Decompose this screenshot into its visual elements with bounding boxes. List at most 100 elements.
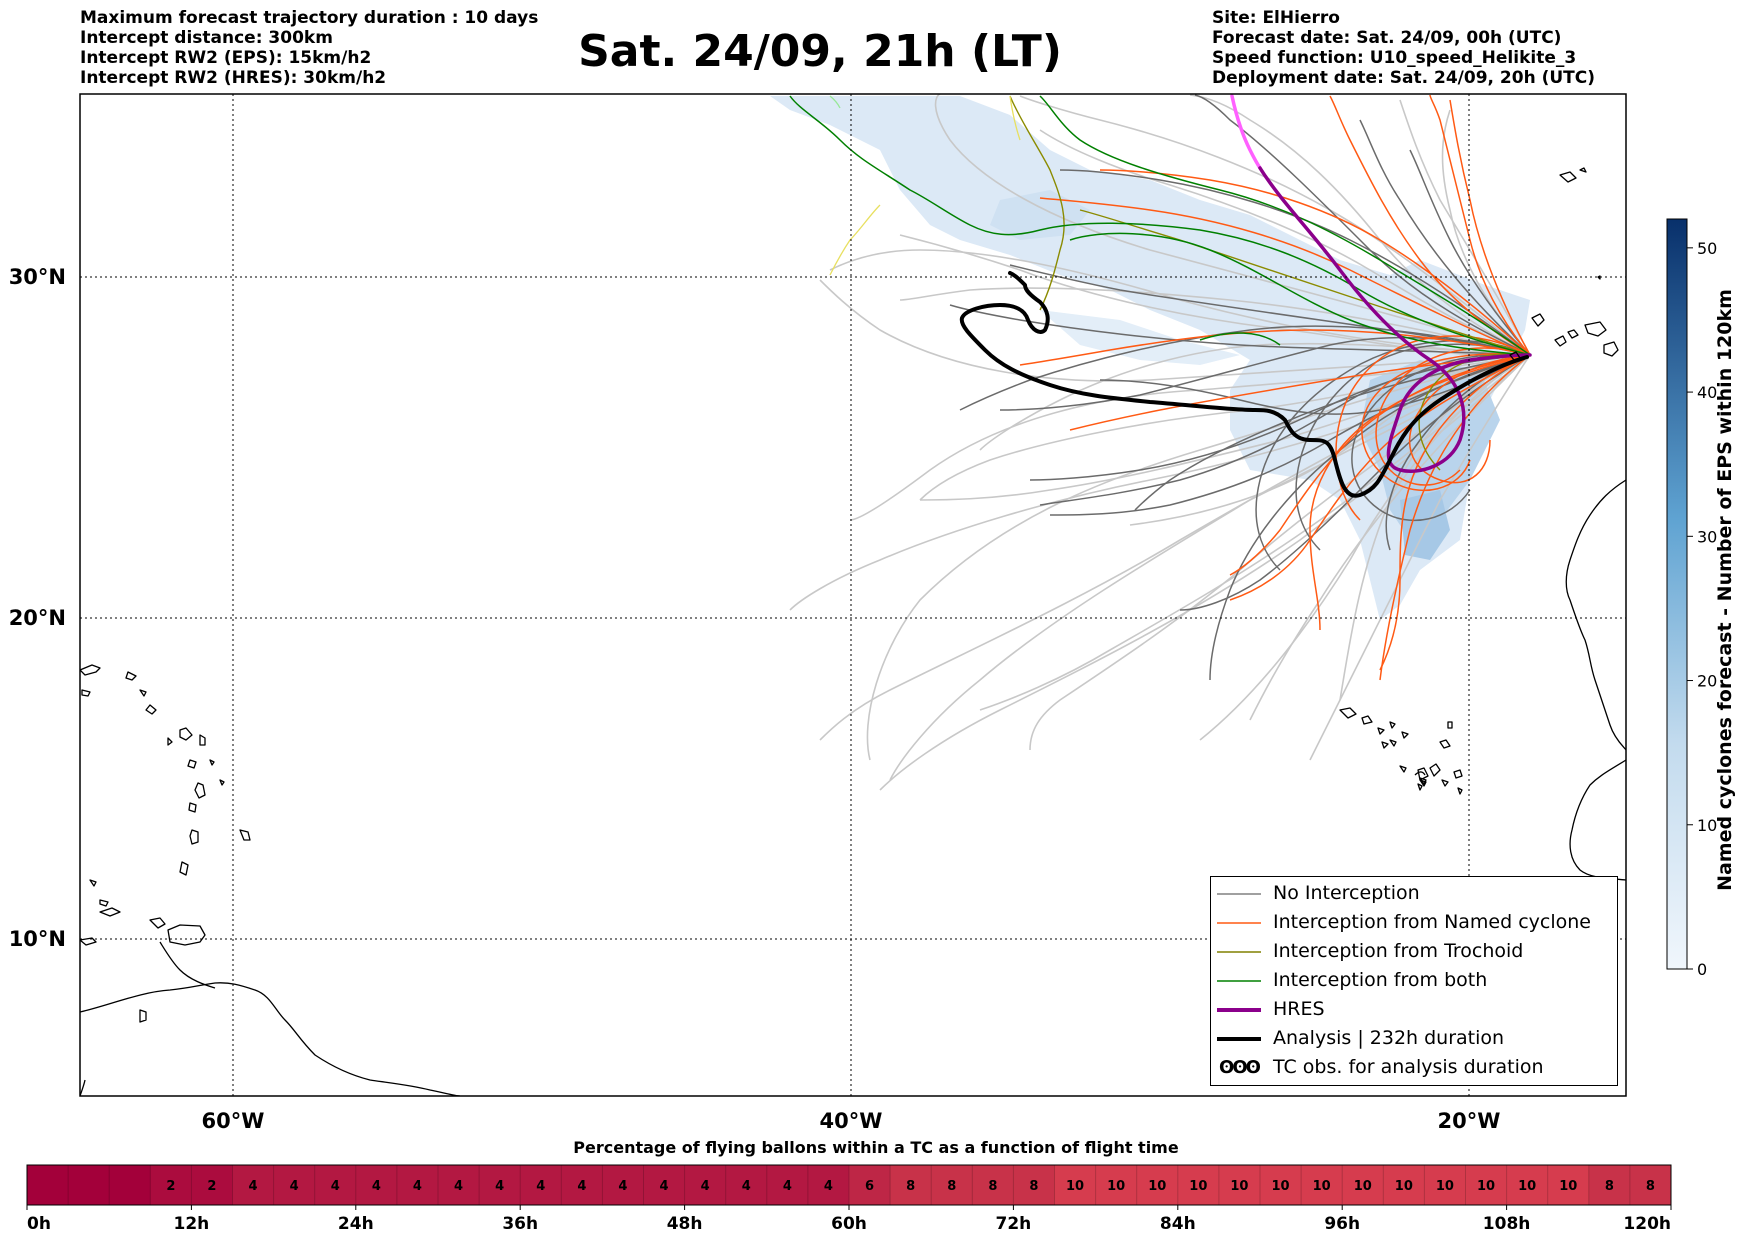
map-plot-area: [80, 94, 1626, 1096]
colorbar-tick-label: 40: [1697, 383, 1717, 402]
tc-symbol-icon: ʘʘʘ: [1219, 1057, 1261, 1078]
time-bar-cell-value: 10: [1272, 1179, 1290, 1194]
time-bar-cell-value: 8: [1646, 1179, 1655, 1194]
time-fraction-bar: 2 2 4 4 4 4 4 4 4 4 4 4 4 4 4 4 4 6 8 8 8 8 10 10 10 10 10 10 10 10 10…: [26, 1164, 1672, 1206]
time-bar-cell: [1301, 1165, 1343, 1205]
time-bar-cell: [1342, 1165, 1384, 1205]
lat-label: 30°N: [9, 265, 66, 289]
header-right-line: Deployment date: Sat. 24/09, 20h (UTC): [1212, 68, 1596, 88]
time-axis-label: 0h: [27, 1214, 51, 1234]
time-bar-cell-value: 4: [577, 1179, 586, 1194]
trajectories-trochoid-light: [829, 95, 1021, 276]
time-bar-cell: [438, 1165, 480, 1205]
header-left-line: Intercept RW2 (HRES): 30km/h2: [80, 68, 387, 88]
lat-label: 20°N: [9, 606, 66, 630]
time-bar-cell: [931, 1165, 973, 1205]
trajectories-both-light: [829, 95, 841, 109]
header-right-line: Forecast date: Sat. 24/09, 00h (UTC): [1212, 28, 1562, 48]
time-bar-cell-value: 4: [372, 1179, 381, 1194]
time-bar-cell: [972, 1165, 1014, 1205]
colorbar-tick-label: 30: [1697, 527, 1717, 546]
time-bar-cell: [520, 1165, 562, 1205]
time-bar-cell: [355, 1165, 398, 1205]
trajectories-no-interception: [949, 94, 1531, 681]
time-bar-cell: [1095, 1165, 1138, 1205]
time-axis: 0h 12h 24h 36h 48h 60h 72h 84h 96h 108h 120h: [26, 1205, 1672, 1234]
time-bar-cell-value: 10: [1477, 1179, 1495, 1194]
time-axis-label: 108h: [1483, 1214, 1531, 1234]
time-bar-cell-value: 10: [1313, 1179, 1331, 1194]
time-bar-cell-value: 8: [1029, 1179, 1038, 1194]
colorbar-label: Named cyclones forecast - Number of EPS …: [1714, 289, 1736, 891]
time-bar-cell: [890, 1165, 932, 1205]
legend-label: Interception from Trochoid: [1273, 940, 1524, 962]
legend-label: TC obs. for analysis duration: [1273, 1056, 1544, 1078]
time-bar-cell: [602, 1165, 644, 1205]
time-bar-cell-value: 4: [783, 1179, 792, 1194]
header-right-line: Speed function: U10_speed_Helikite_3: [1212, 48, 1577, 68]
time-bar-cell-value: 10: [1559, 1179, 1577, 1194]
legend-label: HRES: [1273, 998, 1325, 1020]
time-bar-cell: [1465, 1165, 1508, 1205]
map-frame: [79, 93, 1627, 1097]
time-bar-cell-value: 4: [413, 1179, 422, 1194]
colorbar-label-text: Named cyclones forecast - Number of EPS …: [1714, 289, 1736, 891]
colorbar-gradient: [1666, 218, 1688, 970]
time-bar-cell-value: 4: [742, 1179, 751, 1194]
time-bar-cell: [1013, 1165, 1055, 1205]
time-bar-cell: [849, 1165, 891, 1205]
lon-label: 40°W: [820, 1109, 883, 1133]
time-bar-cell: [68, 1165, 110, 1205]
colorbar-tick-label: 0: [1697, 960, 1707, 979]
time-bar-cell: [1054, 1165, 1097, 1205]
colorbar-tick-label: 20: [1697, 672, 1717, 691]
time-bar-cell-value: 8: [906, 1179, 915, 1194]
colorbar-tick-label: 50: [1697, 239, 1717, 258]
header-left-line: Intercept RW2 (EPS): 15km/h2: [80, 48, 372, 68]
time-bar-cell: [27, 1165, 69, 1205]
time-bar-cell: [766, 1165, 809, 1205]
time-bar-cell-value: 8: [1605, 1179, 1614, 1194]
header-right-info: Site: ElHierro Forecast date: Sat. 24/09…: [1212, 8, 1595, 88]
time-axis-label: 36h: [502, 1214, 538, 1234]
time-bar-cell: [479, 1165, 521, 1205]
time-bar-cell: [314, 1165, 357, 1205]
time-bar-cell: [807, 1165, 850, 1205]
time-bar-cell: [725, 1165, 768, 1205]
time-bar-cell: [1424, 1165, 1466, 1205]
time-bar-cell-value: 4: [495, 1179, 504, 1194]
time-bar-cell: [1383, 1165, 1425, 1205]
time-bar-cell-value: 10: [1107, 1179, 1125, 1194]
time-bar-cell-value: 8: [947, 1179, 956, 1194]
time-bar-cell: [150, 1165, 192, 1205]
time-bar-cell: [1136, 1165, 1179, 1205]
time-axis-label: 84h: [1160, 1214, 1196, 1234]
time-bar-cell: [561, 1165, 603, 1205]
time-bar-cell-value: 6: [865, 1179, 874, 1194]
time-bar-cell-value: 4: [824, 1179, 833, 1194]
lat-label: 10°N: [9, 927, 66, 951]
time-bar-cell: [643, 1165, 686, 1205]
time-bar-cell-value: 4: [660, 1179, 669, 1194]
time-bar-cell-value: 10: [1354, 1179, 1372, 1194]
time-bar-cell: [1547, 1165, 1590, 1205]
time-bar-cell: [273, 1165, 316, 1205]
map-title: Sat. 24/09, 21h (LT): [578, 26, 1062, 77]
time-bar-cell: [191, 1165, 233, 1205]
time-bar-cell-value: 4: [249, 1179, 258, 1194]
time-bar-cell: [684, 1165, 727, 1205]
lon-label: 60°W: [202, 1109, 265, 1133]
time-bar-cell-value: 4: [290, 1179, 299, 1194]
time-bar-cell: [1260, 1165, 1302, 1205]
lon-label: 20°W: [1438, 1109, 1501, 1133]
time-bar-cell: [1506, 1165, 1549, 1205]
time-bar-cell-value: 4: [618, 1179, 627, 1194]
time-bar-cell-value: 2: [166, 1179, 175, 1194]
time-bar-cell: [396, 1165, 439, 1205]
time-bar-cell-value: 8: [988, 1179, 997, 1194]
time-bar-cell: [109, 1165, 151, 1205]
time-bar-cell-value: 4: [331, 1179, 340, 1194]
trajectories-both: [789, 95, 1531, 356]
time-bar-cell-value: 10: [1066, 1179, 1084, 1194]
